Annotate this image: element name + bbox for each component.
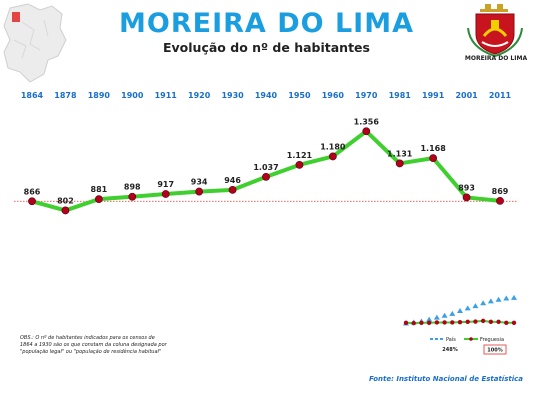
pais-point xyxy=(457,307,463,313)
data-label: 917 xyxy=(157,180,174,189)
data-point xyxy=(94,195,103,204)
data-point xyxy=(161,190,170,198)
x-tick-label: 1970 xyxy=(355,91,378,100)
x-tick-label: 1890 xyxy=(88,91,111,100)
freguesia-point xyxy=(450,320,455,325)
pais-point xyxy=(503,295,510,301)
pais-point xyxy=(449,310,456,316)
freguesia-point xyxy=(511,320,517,325)
data-point xyxy=(429,154,438,163)
freguesia-point xyxy=(480,318,486,324)
data-label: 1.168 xyxy=(420,144,446,153)
chart-subtitle: Evolução do nº de habitantes xyxy=(163,40,370,55)
legend-freguesia-label: Freguesia xyxy=(480,337,504,343)
data-point xyxy=(61,206,70,215)
data-point xyxy=(28,197,36,206)
pais-point xyxy=(441,312,448,318)
parish-map-icon xyxy=(3,3,67,83)
data-point xyxy=(262,172,270,181)
freguesia-point xyxy=(504,320,509,325)
legend-freguesia-box xyxy=(483,344,507,355)
data-point xyxy=(228,185,237,194)
data-point xyxy=(362,127,371,136)
data-label: 866 xyxy=(24,187,41,196)
x-tick-label: 1991 xyxy=(422,91,445,100)
freguesia-point xyxy=(473,319,478,324)
freguesia-point xyxy=(465,319,470,325)
x-tick-label: 1930 xyxy=(221,91,244,100)
data-label: 1.131 xyxy=(387,149,413,158)
x-tick-label: 1864 xyxy=(21,91,44,100)
data-point xyxy=(328,152,337,161)
pais-point xyxy=(511,294,517,300)
comparison-mini-chart: País Freguesia 248% 100% xyxy=(403,294,517,355)
crest-label: MOREIRA DO LIMA xyxy=(464,55,528,62)
pais-point xyxy=(472,303,479,309)
freguesia-point xyxy=(488,319,494,325)
freguesia-point xyxy=(457,319,463,325)
data-point xyxy=(128,192,137,201)
x-tick-label: 1900 xyxy=(121,91,144,100)
observation-note: OBS.: O nº de habitantes indicados para … xyxy=(20,335,167,355)
legend-freguesia-marker xyxy=(469,337,473,341)
x-tick-label: 2001 xyxy=(455,91,478,100)
freguesia-point xyxy=(442,320,447,325)
data-label: 1.356 xyxy=(354,117,380,126)
pais-point xyxy=(487,298,494,304)
freguesia-point xyxy=(419,320,424,325)
data-label: 1.121 xyxy=(287,151,313,160)
x-tick-label: 1981 xyxy=(389,91,412,100)
data-label: 1.180 xyxy=(320,142,346,151)
data-point xyxy=(496,196,504,205)
x-tick-label: 1920 xyxy=(188,91,211,100)
freguesia-point xyxy=(426,320,432,325)
data-point xyxy=(295,160,304,169)
x-tick-label: 2011 xyxy=(489,91,512,100)
source-credit: Fonte: Instituto Nacional de Estatística xyxy=(368,375,523,383)
pais-point xyxy=(480,300,487,306)
pais-point xyxy=(495,296,502,302)
data-point xyxy=(395,159,404,168)
freguesia-point xyxy=(403,320,409,325)
data-label: 802 xyxy=(57,196,74,205)
coat-of-arms-icon xyxy=(467,4,523,58)
x-tick-label: 1960 xyxy=(322,91,345,100)
data-label: 946 xyxy=(224,176,241,185)
data-label: 869 xyxy=(492,187,509,196)
legend-pais-value: 248% xyxy=(442,347,457,353)
data-label: 934 xyxy=(191,178,208,187)
page-title: MOREIRA DO LIMA xyxy=(119,8,414,39)
pais-point xyxy=(426,316,433,322)
x-tick-label: 1940 xyxy=(255,91,278,100)
data-point xyxy=(195,187,204,196)
freguesia-point xyxy=(434,320,440,325)
data-label: 898 xyxy=(124,183,141,192)
pais-point xyxy=(464,305,471,311)
x-tick-label: 1911 xyxy=(155,91,178,100)
population-line-chart: 1864 1878 1890 1900 1911 1920 1930 1940 1950 1960… xyxy=(14,91,518,215)
data-point xyxy=(462,193,471,202)
freguesia-point xyxy=(496,319,501,325)
data-label: 881 xyxy=(91,185,108,194)
x-tick-label: 1950 xyxy=(288,91,311,100)
data-label: 1.037 xyxy=(253,163,278,172)
legend-pais-label: País xyxy=(446,336,456,343)
legend-freguesia-value: 100% xyxy=(487,348,502,354)
pais-point xyxy=(433,314,440,320)
freguesia-point xyxy=(411,320,416,326)
data-label: 893 xyxy=(458,183,475,192)
x-tick-label: 1878 xyxy=(54,91,77,100)
